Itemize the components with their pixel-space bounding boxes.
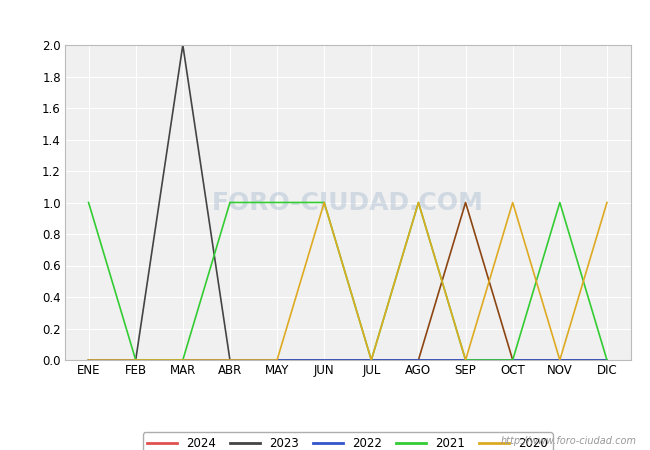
Legend: 2024, 2023, 2022, 2021, 2020: 2024, 2023, 2022, 2021, 2020 [143, 432, 552, 450]
Text: http://www.foro-ciudad.com: http://www.foro-ciudad.com [501, 436, 637, 446]
Text: Matriculaciones de Vehiculos en Báguena: Matriculaciones de Vehiculos en Báguena [158, 10, 492, 26]
Text: FORO-CIUDAD.COM: FORO-CIUDAD.COM [212, 190, 484, 215]
